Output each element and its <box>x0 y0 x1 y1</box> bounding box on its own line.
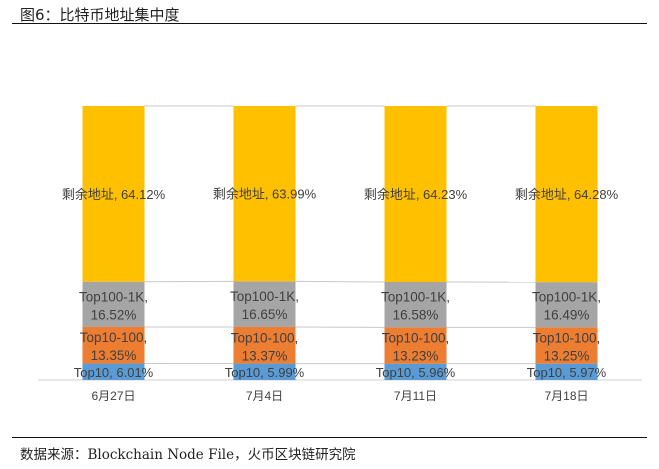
data-label: Top100-1K, <box>532 290 601 305</box>
bar-segment-剩余地址 <box>82 106 145 282</box>
data-label: Top10, 5.99% <box>225 365 305 380</box>
data-label: Top100-1K, <box>230 289 299 304</box>
x-tick-label: 6月27日 <box>91 389 135 403</box>
data-label: Top100-1K, <box>381 290 450 305</box>
x-tick-label: 7月11日 <box>394 389 437 403</box>
data-label: 13.23% <box>393 349 439 364</box>
data-label: 13.37% <box>242 348 288 363</box>
data-label: 16.65% <box>242 307 288 322</box>
data-label: 剩余地址, 63.99% <box>213 187 317 202</box>
data-label: 16.58% <box>393 308 439 323</box>
bar-segment-Top10 <box>82 363 145 380</box>
bar-segment-Top100-1K <box>233 281 296 327</box>
data-label: Top10-100, <box>231 330 299 345</box>
data-label: Top10-100, <box>533 330 601 345</box>
series-line <box>295 280 385 283</box>
data-label: Top10, 6.01% <box>74 365 154 380</box>
data-label: Top10-100, <box>80 330 148 345</box>
bar-segment-Top10 <box>233 363 296 380</box>
bar-segment-Top10-100 <box>535 327 598 364</box>
bar-segment-Top10 <box>384 363 447 380</box>
x-tick-label: 7月4日 <box>246 389 283 403</box>
bar-segment-Top10 <box>535 363 598 380</box>
data-label: 剩余地址, 64.23% <box>364 187 468 202</box>
bar-segment-剩余地址 <box>233 106 296 282</box>
data-label: Top10, 5.96% <box>376 365 456 380</box>
source-rule <box>12 437 647 438</box>
bar-segment-剩余地址 <box>384 106 447 282</box>
bar-segment-Top10-100 <box>384 327 447 364</box>
data-label: 16.49% <box>544 308 590 323</box>
bar-segment-剩余地址 <box>535 106 598 283</box>
source-note: 数据来源：Blockchain Node File，火币区块链研究院 <box>20 447 356 463</box>
bar-segment-Top100-1K <box>535 282 598 328</box>
chart-title: 图6：比特币地址集中度 <box>20 6 180 24</box>
bar-segment-Top10-100 <box>82 326 145 364</box>
data-label: 13.35% <box>91 348 137 363</box>
x-tick-label: 7月18日 <box>544 389 588 403</box>
bar-segment-Top100-1K <box>384 281 447 328</box>
data-label: 剩余地址, 64.12% <box>62 187 166 202</box>
data-label: 16.52% <box>91 307 137 322</box>
data-label: 13.25% <box>544 348 590 363</box>
data-label: 剩余地址, 64.28% <box>515 187 619 202</box>
title-rule <box>12 23 647 24</box>
bar-segment-Top100-1K <box>82 281 145 327</box>
data-label: Top10, 5.97% <box>527 365 607 380</box>
bar-segment-Top10-100 <box>233 326 296 364</box>
data-label: Top100-1K, <box>79 289 148 304</box>
data-label: Top10-100, <box>382 331 450 346</box>
